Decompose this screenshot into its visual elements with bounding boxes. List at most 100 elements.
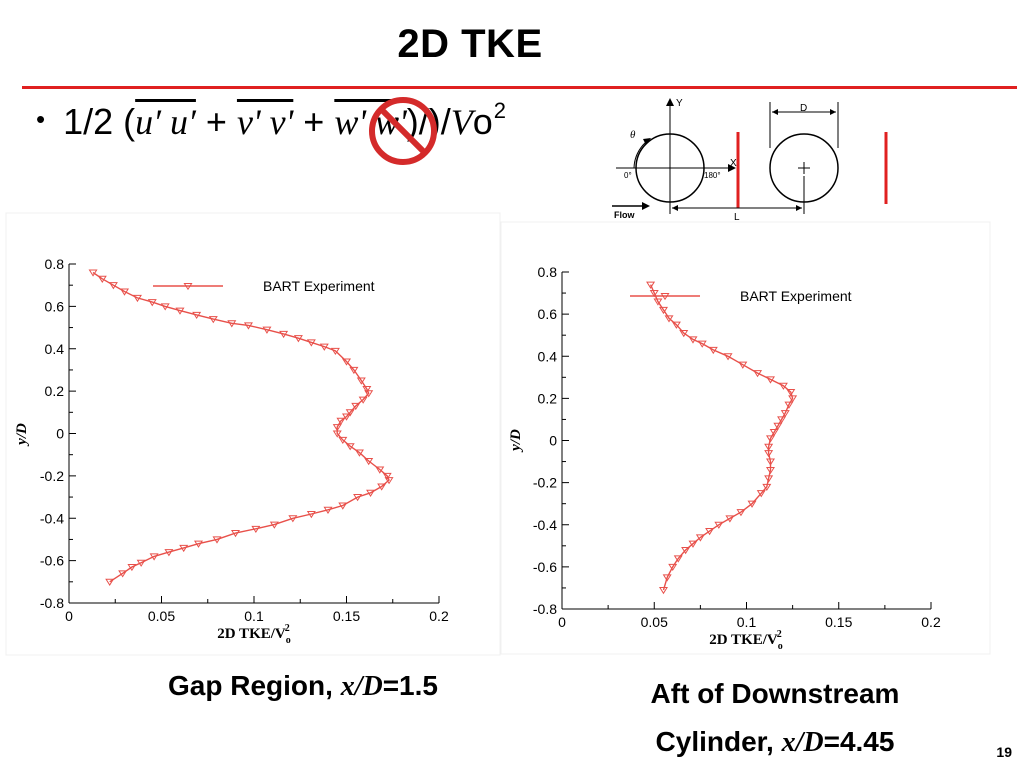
data-point [725, 515, 735, 523]
legend-label: BART Experiment [740, 288, 852, 304]
bullet-dot: • [36, 104, 46, 134]
caption-gap-region: Gap Region, x/D=1.5 [128, 670, 478, 703]
theta-label: θ [630, 129, 636, 141]
data-point [97, 275, 107, 284]
data-point [362, 385, 372, 394]
caption-gap-value: =1.5 [382, 670, 438, 701]
data-point [293, 335, 303, 343]
data-point [658, 306, 668, 315]
y-axis-label: y/D [508, 429, 524, 453]
data-point [762, 483, 772, 492]
chart-panel-background [5, 212, 501, 656]
downstream-cylinder [672, 102, 839, 214]
data-point [319, 343, 329, 351]
data-point [354, 449, 364, 457]
data-point [658, 587, 668, 595]
data-point [736, 509, 746, 517]
data-point [353, 494, 363, 502]
x-axis-label-main: 2D TKE/V [709, 632, 778, 648]
deg180-label: 180° [704, 171, 721, 180]
data-point [251, 525, 261, 534]
data-point [377, 483, 387, 491]
data-point [673, 555, 683, 563]
y-tick-label: 0.4 [538, 348, 558, 364]
data-point [345, 443, 355, 451]
data-point [664, 315, 674, 323]
data-point [784, 401, 794, 409]
y-axis-label: Y [676, 98, 683, 109]
data-point [351, 402, 361, 411]
data-point [681, 547, 691, 555]
data-point [788, 395, 798, 403]
y-tick-label: -0.6 [533, 559, 557, 575]
data-point [262, 326, 272, 334]
formula-term-uu: u′ u′ [135, 102, 196, 142]
y-tick-label: -0.8 [533, 601, 557, 617]
data-point [288, 515, 298, 523]
x-axis-label-sup: 2 [285, 623, 290, 634]
x-axis-label-sup: 2 [777, 629, 782, 640]
data-point [668, 563, 678, 572]
x-axis-label-sub: o [286, 635, 291, 646]
data-point [160, 303, 170, 311]
data-point [384, 477, 394, 485]
data-point [765, 466, 775, 475]
data-point [179, 544, 189, 553]
data-point [332, 430, 342, 438]
data-point [756, 490, 766, 498]
caption-aft-line2: Cylinder, x/D=4.45 [600, 718, 950, 767]
data-point [778, 382, 788, 390]
data-point [349, 366, 359, 375]
data-point [688, 540, 698, 548]
data-point [366, 489, 376, 498]
data-point [338, 502, 348, 510]
y-tick-label: -0.2 [533, 475, 557, 491]
legend-marker [660, 292, 670, 301]
data-point [306, 339, 316, 347]
data-point [695, 534, 705, 542]
data-point [341, 358, 352, 366]
y-tick-label: 0.4 [45, 341, 65, 357]
x-tick-label: 0 [65, 608, 73, 624]
data-point [243, 322, 253, 330]
caption-aft-value: =4.45 [823, 726, 895, 757]
data-point [375, 466, 385, 474]
data-point [149, 553, 159, 561]
chart-gap-region: -0.8 -0.6 -0.4 -0.2 0 0.2 0.4 0.6 0.8 0 0.05 0.1 0.1… [5, 212, 501, 656]
formula-prefix: 1/2 ( [63, 101, 136, 142]
data-point [345, 409, 355, 417]
data-point [688, 336, 698, 344]
data-point [136, 559, 146, 567]
data-point [764, 443, 774, 452]
cylinder-schematic: Y X θ 0° 180° Flow D L [612, 98, 888, 223]
formula-term-vv: v' v' [236, 102, 294, 142]
data-point [765, 458, 775, 466]
x-axis-label: 2D TKE/Vo2 [217, 623, 291, 646]
x-axis-label-sub: o [778, 641, 783, 652]
data-point [338, 436, 348, 445]
formula-velocity: V [450, 102, 473, 142]
data-point [192, 311, 202, 320]
data-point [765, 435, 775, 443]
x-tick-label: 0 [558, 614, 566, 630]
x-tick-label: 0.1 [737, 614, 757, 630]
data-point [147, 299, 157, 307]
data-point [105, 578, 115, 586]
data-point [227, 320, 237, 328]
data-point [336, 417, 346, 425]
data-point [649, 290, 659, 298]
data-point [382, 472, 392, 481]
x-tick-label: 0.15 [825, 614, 852, 630]
caption-gap-xd: x/D [340, 671, 383, 702]
data-point [279, 330, 289, 339]
data-point [323, 506, 333, 514]
data-point [765, 376, 775, 384]
legend-label: BART Experiment [263, 278, 375, 294]
diameter-label: D [800, 103, 807, 114]
data-point [119, 288, 130, 296]
y-tick-label: 0.2 [538, 390, 558, 406]
data-point [88, 269, 98, 277]
y-tick-label: -0.2 [40, 468, 64, 484]
formula-suffix: )/)/ [406, 101, 451, 142]
data-point [358, 396, 368, 404]
